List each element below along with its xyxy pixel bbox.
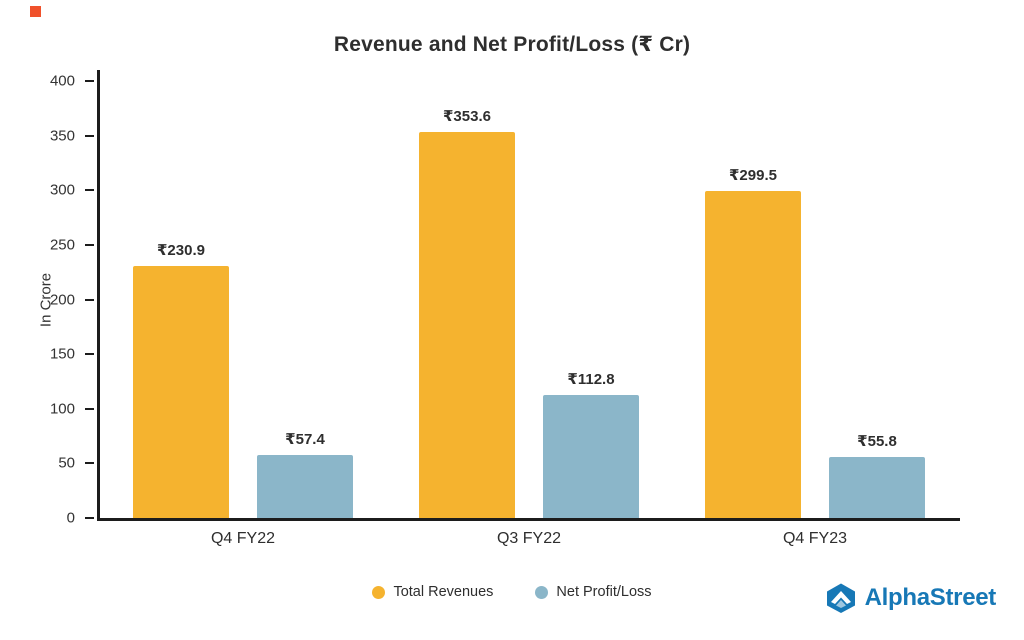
plot-area: ₹230.9 ₹57.4 ₹353.6 ₹112.8 ₹299.5 ₹55.8 — [100, 81, 958, 518]
legend-label: Total Revenues — [393, 584, 494, 600]
y-axis-tick-label: 300 — [49, 181, 75, 199]
bar-net-profit-loss — [829, 457, 925, 518]
bar-value-label: ₹230.9 — [157, 241, 205, 259]
bar-column: ₹353.6 — [419, 81, 515, 518]
alphastreet-logo-text: AlphaStreet — [864, 584, 997, 611]
y-axis-ticks: 0 50 100 150 200 250 300 350 400 — [0, 73, 97, 527]
y-axis-tick-label: 200 — [49, 291, 75, 308]
bar-group: ₹299.5 ₹55.8 — [672, 81, 958, 518]
bar-value-label: ₹55.8 — [857, 433, 897, 451]
bar-column: ₹299.5 — [705, 81, 801, 518]
bar-value-label: ₹353.6 — [443, 107, 491, 125]
y-axis-tick-label: 400 — [49, 72, 75, 90]
y-axis-tick-mark — [85, 189, 94, 192]
x-axis-line — [97, 518, 960, 521]
bar-total-revenues — [705, 190, 801, 518]
bar-total-revenues — [133, 265, 229, 518]
bar-net-profit-loss — [257, 455, 353, 518]
alphastreet-logo: AlphaStreet — [825, 582, 996, 614]
bar-column: ₹230.9 — [133, 81, 229, 518]
y-axis-tick-mark — [85, 462, 94, 465]
y-axis-tick-label: 0 — [66, 509, 75, 527]
y-axis-tick-mark — [85, 298, 94, 301]
y-axis-tick-label: 350 — [49, 127, 75, 145]
bar-value-label: ₹57.4 — [285, 431, 325, 449]
decorative-corner-mark — [30, 6, 41, 17]
y-axis-tick-label: 250 — [49, 236, 75, 254]
legend-item: Net Profit/Loss — [535, 584, 652, 600]
bar-value-label: ₹299.5 — [729, 166, 777, 184]
y-axis-tick-mark — [85, 134, 94, 137]
y-axis-tick-label: 150 — [49, 345, 75, 363]
bar-value-label: ₹112.8 — [567, 370, 615, 388]
y-axis-tick-label: 100 — [49, 400, 75, 418]
bar-column: ₹55.8 — [829, 81, 925, 518]
legend-color-dot — [535, 585, 549, 599]
bar-column: ₹57.4 — [257, 81, 353, 518]
bar-group: ₹230.9 ₹57.4 — [100, 81, 386, 518]
x-axis-category-label: Q4 FY22 — [210, 530, 276, 547]
bar-groups: ₹230.9 ₹57.4 ₹353.6 ₹112.8 ₹299.5 ₹55.8 — [100, 81, 958, 518]
x-axis-category-label: Q4 FY23 — [782, 530, 848, 547]
x-axis-category-label: Q3 FY22 — [496, 530, 562, 547]
bar-column: ₹112.8 — [543, 81, 639, 518]
x-axis-category-labels: Q4 FY22 Q3 FY22 Q4 FY23 — [100, 530, 958, 548]
legend-item: Total Revenues — [372, 584, 493, 600]
y-axis-tick-label: 50 — [58, 454, 75, 472]
y-axis-tick-mark — [85, 407, 94, 410]
legend-label: Net Profit/Loss — [556, 584, 652, 600]
y-axis-tick-mark — [85, 80, 94, 82]
y-axis-tick-mark — [85, 517, 94, 519]
bar-net-profit-loss — [543, 394, 639, 518]
bar-group: ₹353.6 ₹112.8 — [386, 81, 672, 518]
chart-title: Revenue and Net Profit/Loss (₹ Cr) — [333, 33, 691, 56]
y-axis-line — [97, 70, 100, 521]
chart-legend: Total Revenues Net Profit/Loss — [0, 584, 1024, 600]
y-axis-tick-mark — [85, 243, 94, 246]
legend-color-dot — [372, 585, 386, 599]
y-axis-tick-mark — [85, 353, 94, 356]
bar-total-revenues — [419, 131, 515, 518]
alphastreet-logo-icon — [826, 583, 855, 613]
